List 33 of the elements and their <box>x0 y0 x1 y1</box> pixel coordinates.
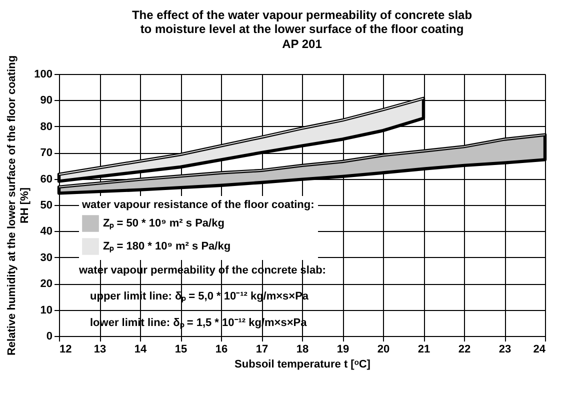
y-tick-label: 40 <box>40 226 52 238</box>
y-tick-label: 10 <box>40 304 52 316</box>
text: to moisture level at the lower surface of the floor coating <box>140 22 464 36</box>
y-tick-label: 70 <box>40 147 52 160</box>
y-tick-label: 50 <box>40 200 52 212</box>
text: RH [%] <box>19 187 32 224</box>
x-tick-label: 22 <box>458 344 471 356</box>
x-tick-label: 13 <box>94 344 106 356</box>
x-tick-label: 24 <box>533 344 546 356</box>
x-tick-label: 18 <box>296 344 309 356</box>
x-tick-label: 12 <box>60 344 72 356</box>
chart-subtitle: AP 201 <box>282 36 322 51</box>
x-tick-label: 14 <box>134 344 148 356</box>
text: The effect of the water vapour permeability of concrete slab <box>132 8 472 22</box>
legend-label: Zₚ = 180 * 10⁹ m² s Pa/kg <box>103 240 231 252</box>
x-tick-label: 16 <box>215 344 228 356</box>
y-tick-label: 20 <box>40 278 52 290</box>
y-tick-label: 100 <box>34 68 52 80</box>
legend-title: water vapour resistance of the floor coating: <box>81 199 314 211</box>
x-axis-title: Subsoil temperature t [ᵒC] <box>234 358 371 370</box>
y-tick-label: 0 <box>46 330 52 342</box>
legend-label: Zₚ = 50 * 10⁹ m² s Pa/kg <box>103 218 224 230</box>
y-tick-label: 30 <box>40 252 52 264</box>
x-tick-label: 17 <box>256 344 268 356</box>
y-tick-label: 80 <box>40 120 52 133</box>
y-tick-label: 90 <box>40 94 52 107</box>
text: Relative humidity at the lower surface of the floor coating <box>6 55 18 356</box>
x-tick-label: 21 <box>418 344 430 356</box>
y-tick-label: 60 <box>40 173 52 186</box>
x-tick-label: 20 <box>377 344 390 356</box>
x-tick-label: 19 <box>336 344 350 356</box>
x-tick-label: 15 <box>174 344 188 356</box>
x-tick-label: 23 <box>498 344 512 356</box>
